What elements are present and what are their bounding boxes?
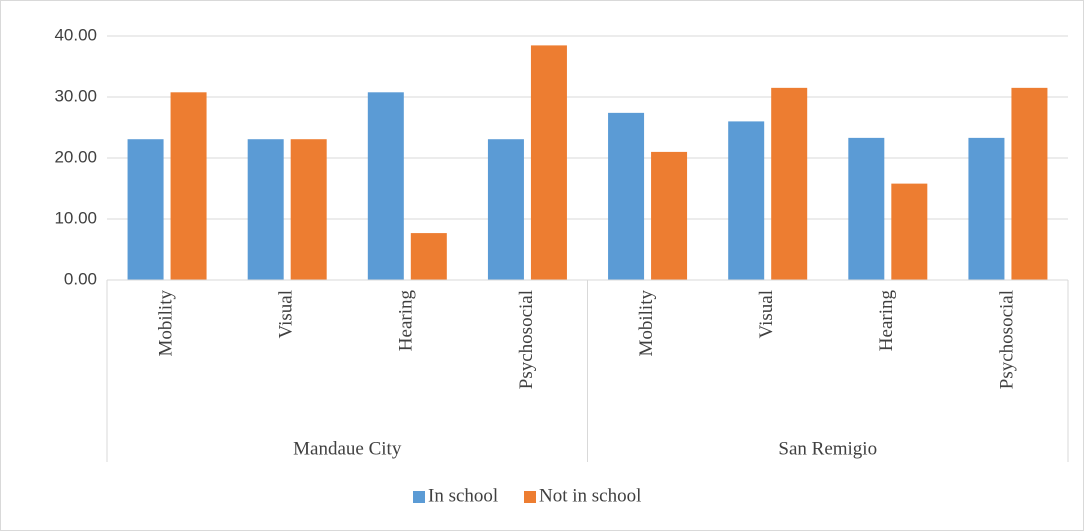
bar xyxy=(290,139,327,280)
group-label: San Remigio xyxy=(778,438,877,459)
bar xyxy=(410,233,447,280)
bar xyxy=(891,183,928,280)
x-tick-label: Psychosocial xyxy=(996,290,1017,389)
bar xyxy=(728,121,765,281)
bar xyxy=(771,87,808,280)
x-tick-label: Hearing xyxy=(396,290,417,352)
legend-label: Not in school xyxy=(539,485,641,506)
bar xyxy=(968,137,1005,280)
x-tick-label: Hearing xyxy=(876,290,897,352)
y-tick-label: 40.00 xyxy=(54,25,97,44)
bar xyxy=(530,45,567,281)
bar xyxy=(170,92,207,280)
bar xyxy=(487,139,524,280)
legend-swatch xyxy=(413,491,425,503)
x-tick-label: Psychosocial xyxy=(516,290,537,389)
y-tick-label: 10.00 xyxy=(54,208,97,227)
y-tick-label: 30.00 xyxy=(54,86,97,105)
bar xyxy=(848,137,885,280)
bar xyxy=(1011,87,1048,280)
group-label: Mandaue City xyxy=(293,438,402,459)
y-tick-label: 20.00 xyxy=(54,147,97,166)
legend-label: In school xyxy=(428,485,498,506)
bar xyxy=(608,112,645,280)
x-tick-label: Mobility xyxy=(155,290,176,357)
legend-swatch xyxy=(524,491,536,503)
bar xyxy=(127,139,164,280)
bar xyxy=(247,139,284,280)
y-tick-label: 0.00 xyxy=(64,269,97,288)
x-tick-label: Visual xyxy=(276,290,297,338)
x-tick-label: Mobility xyxy=(636,290,657,357)
bar xyxy=(367,92,404,280)
x-tick-label: Visual xyxy=(756,290,777,338)
bar xyxy=(651,151,688,280)
